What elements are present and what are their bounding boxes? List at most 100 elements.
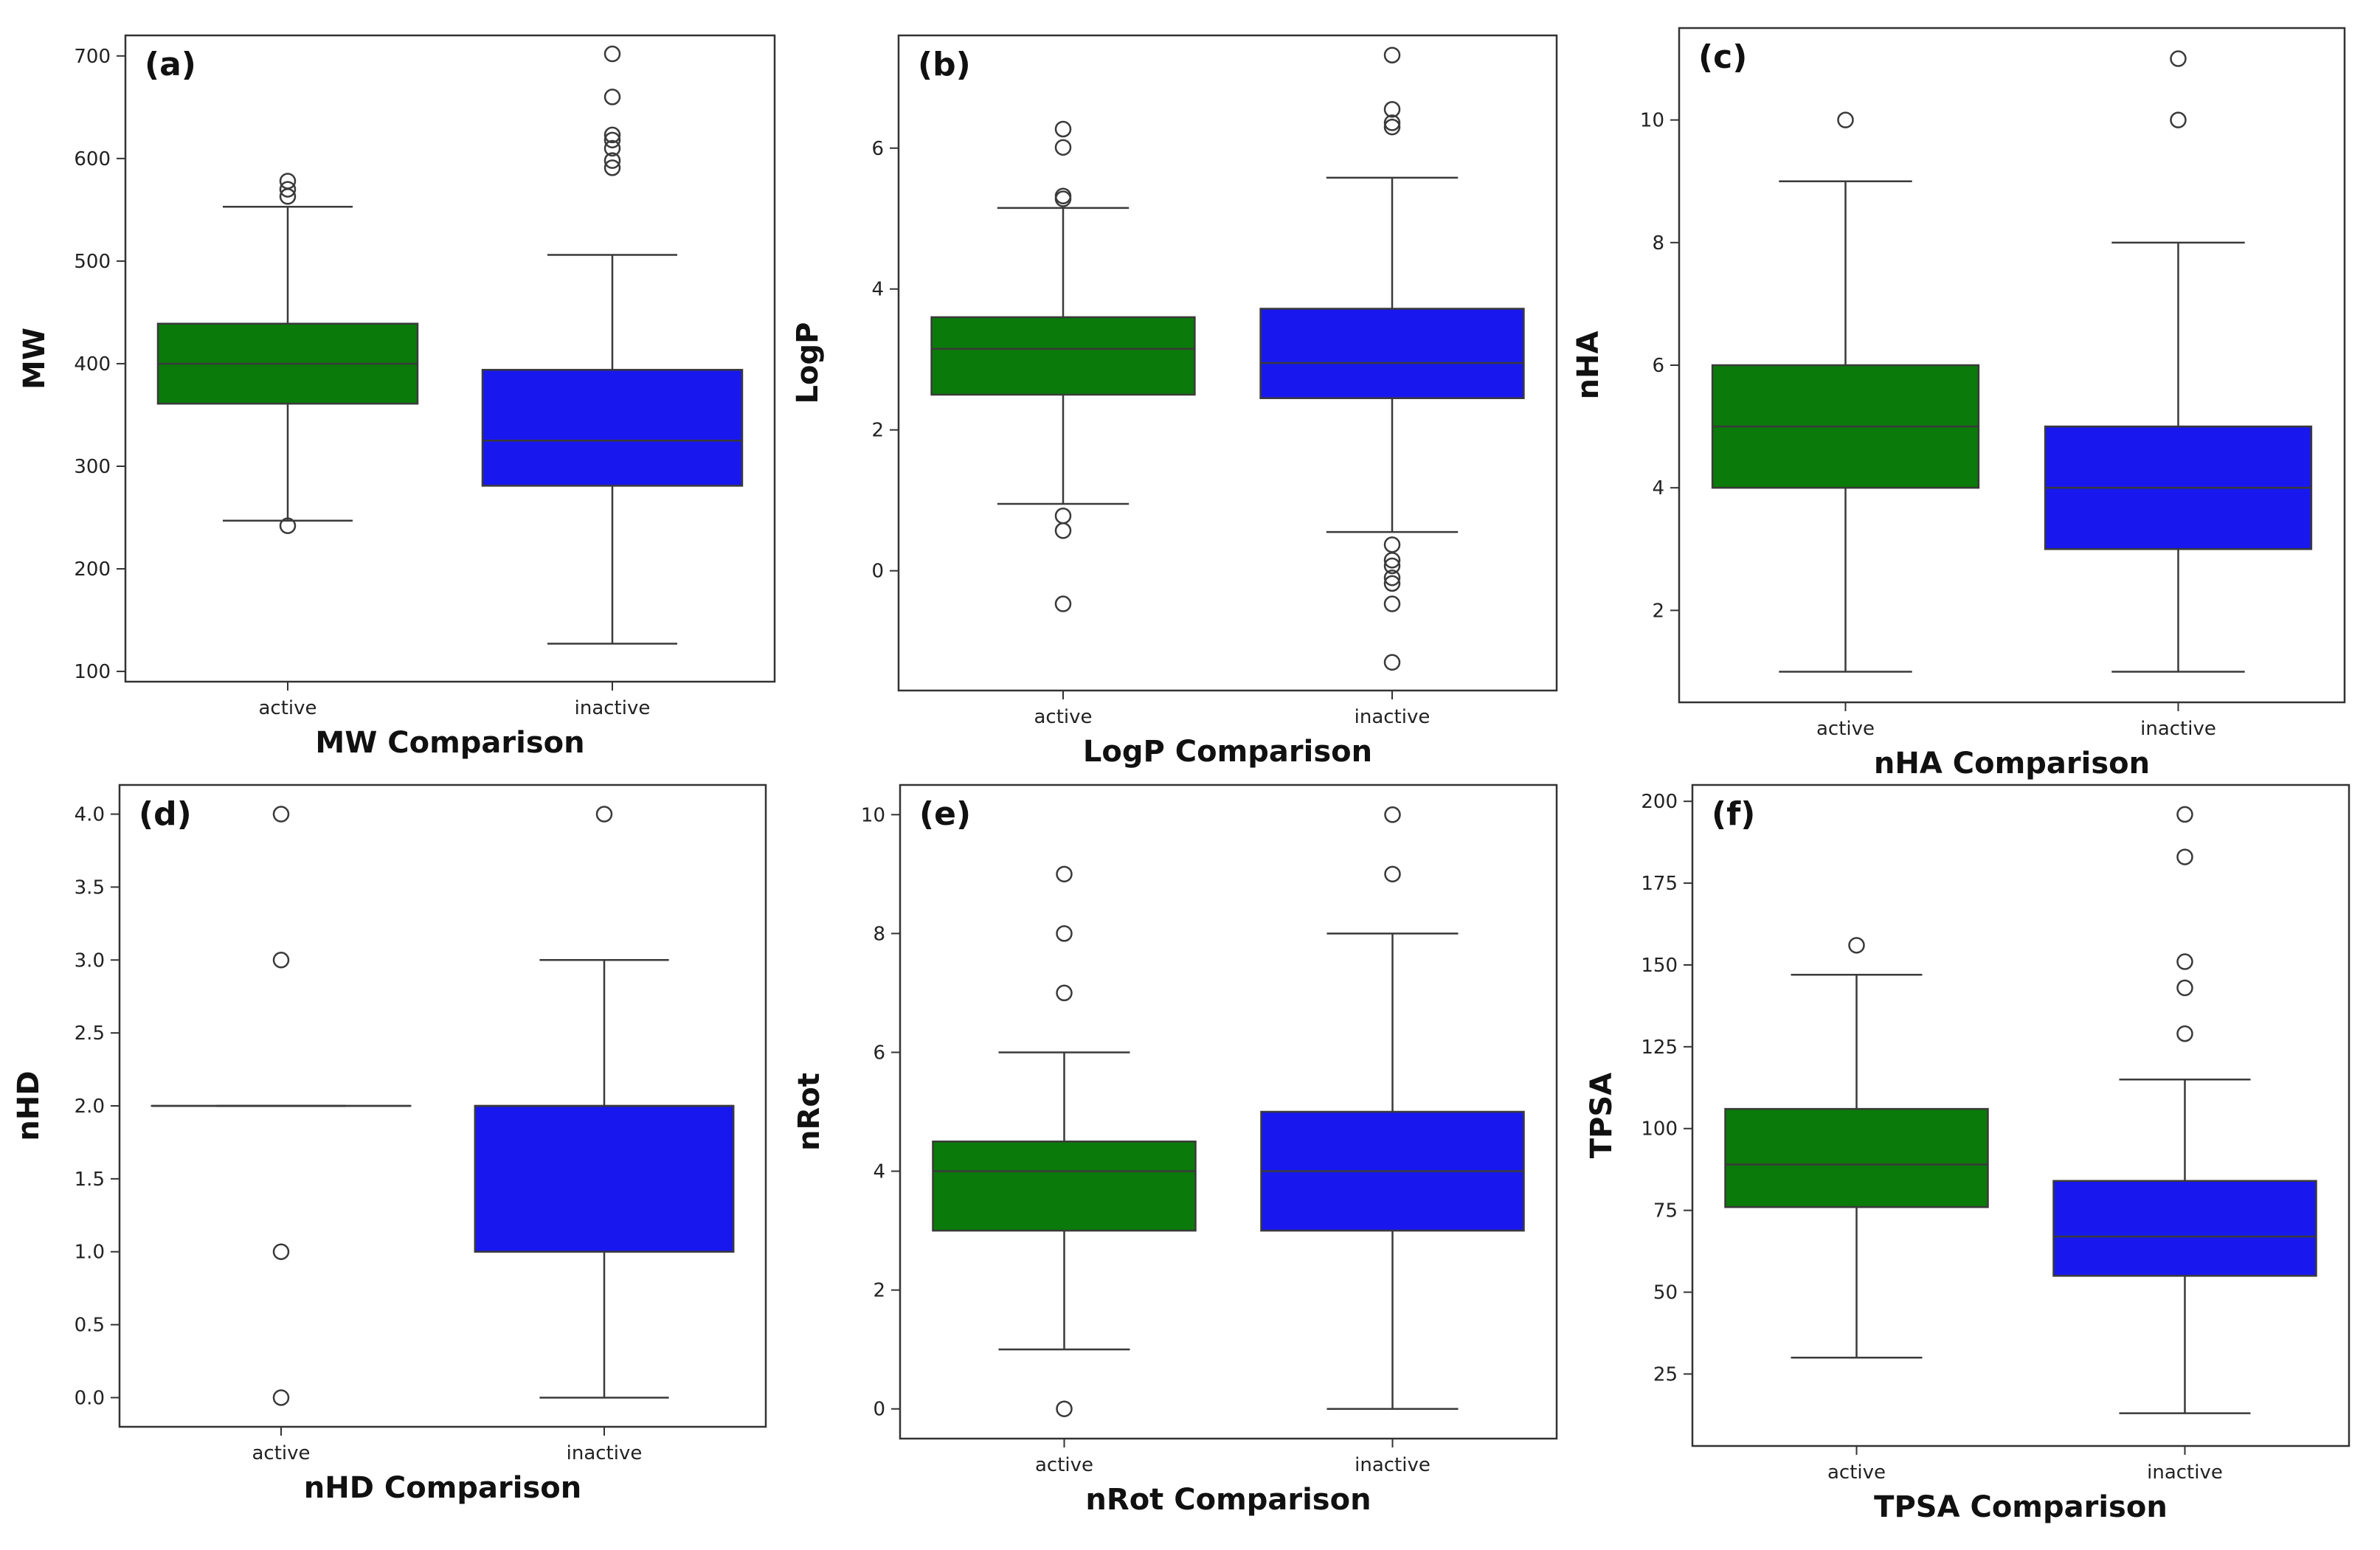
outlier-point xyxy=(2170,50,2187,67)
y-tick-label: 500 xyxy=(74,251,111,273)
x-axis-title: TPSA Comparison xyxy=(1874,1490,2168,1524)
y-tick-label: 700 xyxy=(74,46,111,68)
y-tick-label: 4 xyxy=(1652,477,1664,499)
box-active xyxy=(151,806,412,1406)
outlier-point xyxy=(2176,979,2193,997)
chart-panel-3: 2 4 6 8 10 nHA (c) active inactive nHA Comparison xyxy=(1571,27,2346,781)
outlier-point xyxy=(279,181,297,198)
x-axis-title: nHA Comparison xyxy=(1874,747,2150,781)
outlier-point xyxy=(2176,848,2193,865)
y-tick-label: 200 xyxy=(74,558,111,581)
chart-panel-4: 0.0 0.5 1.0 1.5 2.0 2.5 3.0 3.5 4.0 nHD (d) active i… xyxy=(12,783,767,1505)
y-tick-label: 75 xyxy=(1653,1200,1678,1222)
box-active xyxy=(1724,937,1989,1359)
box-inactive xyxy=(474,806,735,1399)
outlier-point xyxy=(1056,865,1073,883)
outlier-point xyxy=(595,806,613,823)
y-axis-title: MW xyxy=(18,328,52,390)
outlier-point xyxy=(272,806,290,823)
outlier-point xyxy=(272,952,290,969)
y-tick-label: 2 xyxy=(871,420,884,442)
outlier-point xyxy=(603,131,621,149)
y-tick-label: 125 xyxy=(1641,1037,1678,1059)
outlier-point xyxy=(272,1389,290,1406)
y-tick-label: 200 xyxy=(1641,791,1678,813)
x-axis-title: nRot Comparison xyxy=(1085,1483,1371,1517)
outlier-point xyxy=(1054,139,1072,156)
outlier-point xyxy=(1383,557,1401,575)
y-axis-title: nRot xyxy=(792,1073,826,1151)
outlier-point xyxy=(1383,114,1401,131)
outlier-point xyxy=(1056,984,1073,1002)
outlier-point xyxy=(603,45,621,63)
chart-panel-1: 100 200 300 400 500 600 700 MW (a) active inactive… xyxy=(18,34,776,760)
y-tick-label: 600 xyxy=(74,148,111,170)
outlier-point xyxy=(1384,806,1401,823)
plot-frame xyxy=(1691,783,2350,1447)
y-tick-label: 8 xyxy=(1652,232,1664,255)
chart-panel-6: 25 50 75 100 125 150 175 200 TPSA (f) active inacti… xyxy=(1585,783,2350,1524)
x-tick-label: inactive xyxy=(575,697,651,719)
outlier-point xyxy=(1848,937,1865,954)
box-body xyxy=(1724,1107,1989,1208)
x-axis-title: MW Comparison xyxy=(315,726,584,760)
box-body xyxy=(1259,308,1525,399)
x-tick-label: inactive xyxy=(1355,706,1431,728)
y-tick-label: 4 xyxy=(873,1161,885,1183)
y-tick-label: 50 xyxy=(1653,1282,1678,1304)
outlier-point xyxy=(603,126,621,144)
y-tick-label: 25 xyxy=(1653,1363,1678,1385)
y-tick-label: 2 xyxy=(1652,600,1664,622)
y-axis-title: LogP xyxy=(791,322,825,404)
y-tick-label: 2 xyxy=(873,1280,885,1302)
outlier-point xyxy=(1837,111,1854,128)
box-inactive xyxy=(481,45,744,645)
outlier-point xyxy=(1383,569,1401,587)
y-tick-label: 0 xyxy=(873,1399,885,1421)
box-active xyxy=(1711,111,1980,673)
outlier-point xyxy=(279,517,297,534)
outlier-point xyxy=(279,173,297,190)
panel-label: (e) xyxy=(919,795,971,833)
outlier-point xyxy=(1383,575,1401,592)
y-tick-label: 300 xyxy=(74,456,111,478)
outlier-point xyxy=(1054,507,1072,525)
plot-frame xyxy=(124,34,776,683)
y-axis-title: nHD xyxy=(12,1070,46,1141)
x-tick-label: active xyxy=(258,697,316,719)
box-body xyxy=(930,316,1196,396)
y-tick-label: 4.0 xyxy=(75,804,105,826)
y-tick-label: 1.0 xyxy=(75,1242,105,1264)
chart-panel-5: 0 2 4 6 8 10 nRot (e) active inactive nRot Compari… xyxy=(792,783,1558,1517)
box-active xyxy=(930,120,1196,612)
outlier-point xyxy=(1383,118,1401,136)
x-tick-label: inactive xyxy=(2140,718,2216,740)
y-tick-label: 10 xyxy=(861,804,885,826)
y-tick-label: 1.5 xyxy=(75,1169,105,1191)
chart-panel-2: 0 2 4 6 LogP (b) active inactive LogP Comparison xyxy=(791,34,1558,769)
y-tick-label: 3.5 xyxy=(75,876,105,899)
y-tick-label: 0.0 xyxy=(75,1387,105,1409)
x-axis-title: LogP Comparison xyxy=(1083,735,1372,769)
y-tick-label: 100 xyxy=(1641,1118,1678,1141)
box-inactive xyxy=(2044,50,2313,673)
y-tick-label: 6 xyxy=(871,138,884,160)
outlier-point xyxy=(603,139,621,157)
outlier-point xyxy=(1383,101,1401,118)
x-tick-label: active xyxy=(252,1442,310,1464)
panel-label: (b) xyxy=(918,46,971,83)
outlier-point xyxy=(2176,1025,2193,1042)
box-inactive xyxy=(1260,806,1525,1410)
box-inactive xyxy=(1259,46,1525,671)
outlier-point xyxy=(1383,654,1401,671)
outlier-point xyxy=(1054,595,1072,612)
y-tick-label: 100 xyxy=(74,661,111,683)
y-tick-label: 10 xyxy=(1640,110,1664,132)
outlier-point xyxy=(1054,120,1072,138)
box-body xyxy=(2052,1180,2317,1277)
x-axis-title: nHD Comparison xyxy=(304,1471,581,1505)
panel-label: (c) xyxy=(1698,38,1747,76)
outlier-point xyxy=(1384,865,1401,883)
y-tick-label: 0 xyxy=(871,561,884,583)
